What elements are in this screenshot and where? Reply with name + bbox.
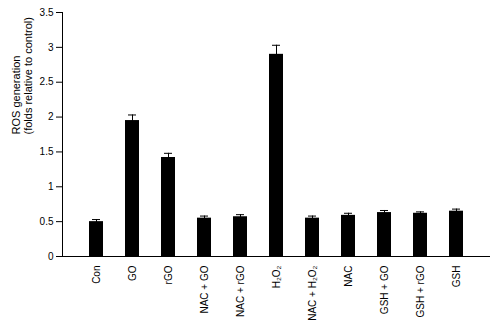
svg-text:0.5: 0.5 xyxy=(40,216,54,227)
svg-text:GSH + rGO: GSH + rGO xyxy=(415,265,426,317)
svg-text:0: 0 xyxy=(48,251,54,262)
svg-text:NAC + rGO: NAC + rGO xyxy=(235,265,246,317)
svg-text:3.5: 3.5 xyxy=(40,7,54,18)
svg-text:3: 3 xyxy=(48,42,54,53)
svg-text:rGO: rGO xyxy=(163,265,174,284)
svg-text:NAC + H₂O₂: NAC + H₂O₂ xyxy=(307,265,318,320)
svg-text:GO: GO xyxy=(127,265,138,281)
svg-text:NAC: NAC xyxy=(343,266,354,287)
svg-text:Con: Con xyxy=(91,266,102,284)
svg-text:2: 2 xyxy=(48,111,54,122)
svg-text:GSH + GO: GSH + GO xyxy=(379,265,390,314)
svg-text:H₂O₂: H₂O₂ xyxy=(271,265,282,288)
svg-text:ROS generation(folds relative: ROS generation(folds relative to control… xyxy=(10,17,34,134)
svg-text:GSH: GSH xyxy=(451,266,462,288)
svg-text:1.5: 1.5 xyxy=(40,146,54,157)
svg-text:NAC + GO: NAC + GO xyxy=(199,265,210,313)
svg-text:2.5: 2.5 xyxy=(40,76,54,87)
svg-text:1: 1 xyxy=(48,181,54,192)
